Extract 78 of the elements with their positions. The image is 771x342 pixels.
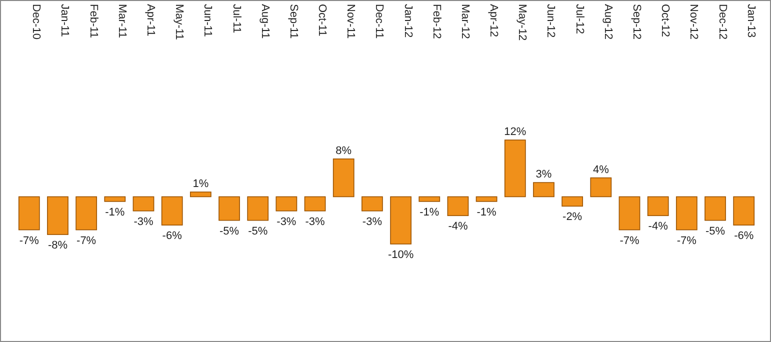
data-label: -3% bbox=[134, 216, 154, 228]
data-label: -7% bbox=[76, 234, 96, 247]
x-tick-label: Sep-11 bbox=[287, 4, 300, 39]
x-tick-label: Jun-12 bbox=[544, 4, 557, 38]
data-label: -7% bbox=[620, 234, 640, 247]
bar bbox=[618, 196, 640, 230]
data-label: -6% bbox=[734, 230, 754, 242]
bar bbox=[18, 196, 40, 230]
bar bbox=[276, 196, 298, 212]
bar bbox=[304, 196, 326, 212]
bar bbox=[332, 158, 354, 198]
x-tick-label: Aug-12 bbox=[602, 4, 614, 40]
x-tick-label: Dec-10 bbox=[30, 4, 42, 40]
data-label: -5% bbox=[705, 225, 726, 238]
data-label: -6% bbox=[162, 230, 182, 242]
x-tick-label: Jan-12 bbox=[402, 4, 414, 38]
bar bbox=[733, 196, 755, 226]
data-label: -5% bbox=[219, 225, 240, 238]
bar bbox=[390, 196, 412, 244]
data-label: 1% bbox=[192, 178, 209, 190]
bar bbox=[76, 196, 98, 230]
data-label: -1% bbox=[420, 206, 440, 218]
bar bbox=[647, 196, 669, 216]
data-label: -2% bbox=[562, 211, 582, 224]
x-tick-label: Dec-11 bbox=[373, 4, 386, 39]
data-label: -4% bbox=[448, 220, 468, 233]
bar bbox=[418, 196, 440, 202]
x-tick-label: Mar-12 bbox=[458, 4, 471, 39]
bar bbox=[362, 196, 383, 212]
x-tick-label: Sep-12 bbox=[630, 4, 642, 40]
data-label: 8% bbox=[336, 144, 352, 157]
data-label: 4% bbox=[592, 164, 610, 176]
data-label: -7% bbox=[676, 234, 697, 247]
data-label: -8% bbox=[48, 240, 68, 252]
x-tick-label: Jun-11 bbox=[202, 4, 214, 37]
bar bbox=[218, 196, 240, 221]
data-label: -4% bbox=[648, 220, 668, 233]
x-tick-label: Jan-11 bbox=[58, 4, 71, 37]
bar bbox=[161, 196, 183, 226]
bar bbox=[104, 196, 126, 202]
bar bbox=[190, 192, 212, 198]
bar bbox=[590, 177, 612, 198]
bar bbox=[47, 196, 68, 235]
bar bbox=[504, 140, 526, 198]
x-tick-label: Jul-11 bbox=[230, 4, 242, 34]
data-label: -3% bbox=[362, 216, 382, 228]
x-tick-label: Oct-11 bbox=[316, 4, 328, 36]
data-label: -1% bbox=[476, 206, 497, 218]
bar bbox=[533, 182, 554, 198]
bar bbox=[676, 196, 698, 230]
x-tick-label: Apr-11 bbox=[144, 4, 156, 36]
x-tick-label: Apr-12 bbox=[488, 4, 500, 38]
bar bbox=[132, 196, 154, 212]
x-tick-label: Jul-12 bbox=[573, 4, 586, 34]
bar bbox=[447, 196, 469, 216]
data-label: 12% bbox=[504, 126, 526, 138]
bar bbox=[247, 196, 269, 221]
x-tick-label: Mar-11 bbox=[116, 4, 128, 38]
data-label: -5% bbox=[248, 225, 268, 238]
bar bbox=[476, 196, 498, 202]
x-tick-label: Dec-12 bbox=[716, 4, 728, 40]
x-tick-label: Feb-12 bbox=[430, 4, 442, 39]
x-tick-label: Jan-13 bbox=[744, 4, 757, 38]
x-tick-label: Oct-12 bbox=[659, 4, 672, 38]
bar bbox=[704, 196, 726, 221]
data-label: -3% bbox=[276, 216, 296, 228]
data-label: -1% bbox=[105, 206, 125, 218]
x-tick-label: Nov-12 bbox=[688, 4, 700, 40]
x-tick-label: May-12 bbox=[516, 4, 528, 41]
data-label: -3% bbox=[305, 216, 326, 228]
data-label: -7% bbox=[19, 234, 40, 247]
x-tick-label: Aug-11 bbox=[258, 4, 271, 39]
data-label: 3% bbox=[536, 168, 552, 181]
data-label: -10% bbox=[388, 249, 414, 261]
x-tick-label: May-11 bbox=[173, 4, 186, 40]
x-tick-label: Feb-11 bbox=[87, 4, 100, 38]
bar bbox=[562, 196, 584, 207]
x-tick-label: Nov-11 bbox=[344, 4, 357, 39]
